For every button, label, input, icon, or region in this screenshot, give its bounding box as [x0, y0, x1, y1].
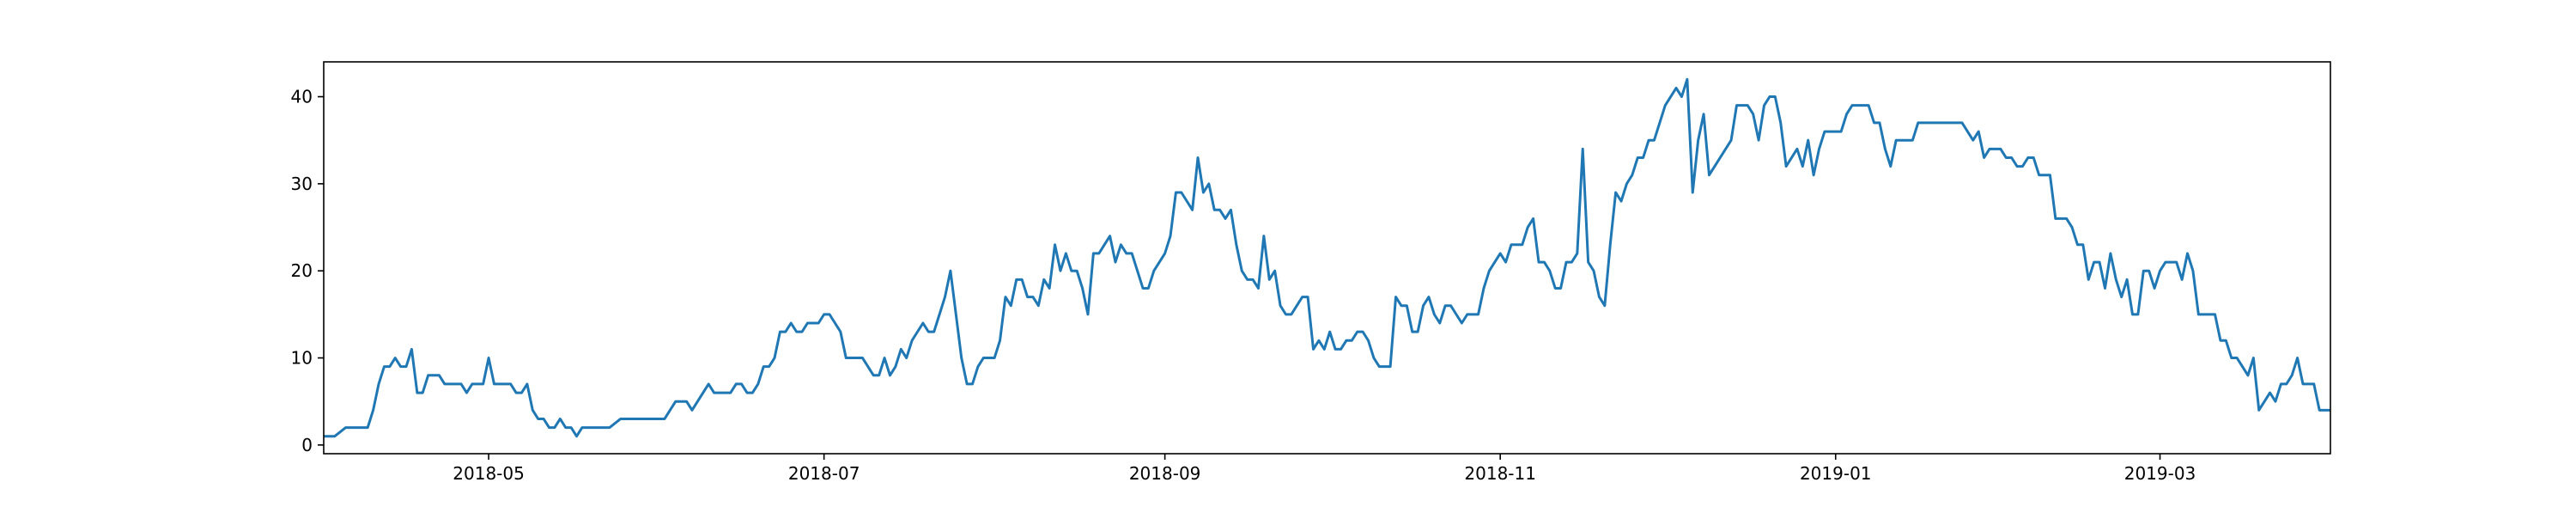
x-tick-label: 2018-05 [453, 463, 525, 484]
x-tick-label: 2018-09 [1129, 463, 1201, 484]
y-tick-label: 30 [291, 174, 313, 194]
y-tick-label: 20 [291, 260, 313, 281]
axes-frame [323, 61, 2331, 455]
x-tick-label: 2019-03 [2124, 463, 2196, 484]
y-tick-label: 10 [291, 348, 313, 369]
axes-layer: 2018-05 2018-07 2018-09 2018-11 2019-01 2019-… [291, 61, 2331, 484]
x-tick-label: 2018-07 [788, 463, 860, 484]
y-tick-label: 40 [291, 87, 313, 107]
series-layer [324, 77, 2330, 438]
x-tick-label: 2019-01 [1800, 463, 1872, 484]
y-tick-label: 0 [301, 435, 313, 455]
data-line-0 [324, 77, 2330, 438]
x-tick-label: 2018-11 [1464, 463, 1536, 484]
